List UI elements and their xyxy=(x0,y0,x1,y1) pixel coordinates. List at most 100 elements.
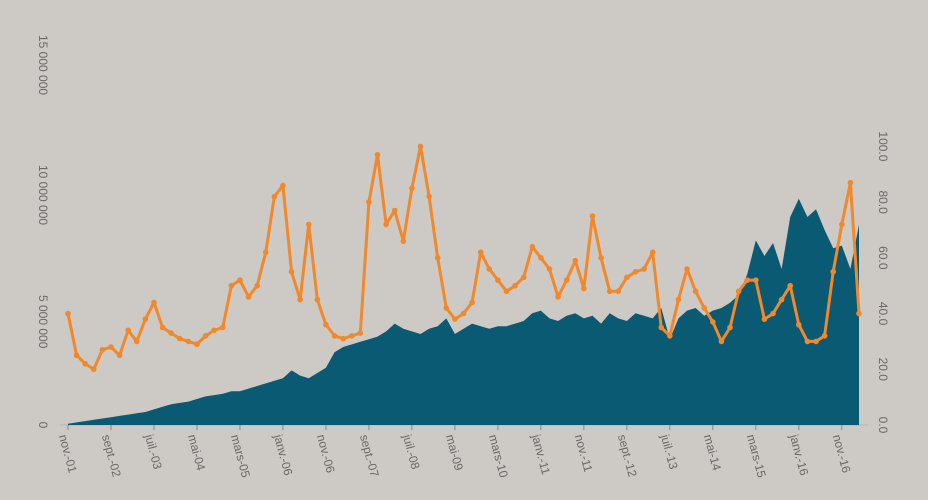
line-marker xyxy=(133,338,140,345)
line-marker xyxy=(73,352,80,359)
y2-tick-label: 40.0 xyxy=(876,302,890,326)
line-marker xyxy=(598,255,604,261)
line-marker xyxy=(512,282,518,289)
line-marker xyxy=(82,360,88,367)
line-marker xyxy=(194,341,200,348)
line-marker xyxy=(495,277,501,283)
line-marker xyxy=(503,288,510,295)
line-marker xyxy=(486,266,493,272)
line-marker xyxy=(99,346,106,353)
y2-tick-label: 20.0 xyxy=(876,358,890,382)
line-marker xyxy=(581,285,587,292)
area xyxy=(68,198,859,425)
line-marker xyxy=(211,327,217,334)
y-tick-label: 5 000 000 xyxy=(36,295,50,349)
line-marker xyxy=(701,305,708,311)
y2-tick-label: 100.0 xyxy=(876,131,890,161)
line-marker xyxy=(426,193,432,200)
y2-tick-label: 80.0 xyxy=(876,190,890,214)
line-marker xyxy=(297,296,303,303)
line-marker xyxy=(546,266,553,272)
line-marker xyxy=(804,338,811,345)
line-marker xyxy=(615,288,622,295)
line-marker xyxy=(331,333,338,339)
line-marker xyxy=(770,310,776,317)
line-marker xyxy=(391,207,398,214)
line-marker xyxy=(142,316,149,322)
line-marker xyxy=(778,296,785,303)
line-marker xyxy=(520,274,527,281)
line-marker xyxy=(314,296,321,303)
line-marker xyxy=(434,255,441,261)
y2-tick-label: 60.0 xyxy=(876,246,890,270)
line-marker xyxy=(305,221,312,228)
line-marker xyxy=(675,296,682,303)
line-marker xyxy=(460,310,467,317)
line-marker xyxy=(151,299,157,306)
line-marker xyxy=(219,324,226,331)
line-marker xyxy=(65,310,71,317)
line-marker xyxy=(606,288,613,295)
line-marker xyxy=(185,338,192,345)
line-marker xyxy=(821,333,828,339)
line-marker xyxy=(538,255,544,261)
line-marker xyxy=(787,282,794,289)
line-marker xyxy=(417,143,424,150)
line-marker xyxy=(753,277,759,283)
y2-tick-label: 0.0 xyxy=(876,417,890,434)
line-marker xyxy=(649,249,656,256)
line-marker xyxy=(202,333,209,339)
line-marker xyxy=(735,288,742,295)
line-marker xyxy=(452,316,458,322)
line-marker xyxy=(847,179,854,186)
line-marker xyxy=(563,277,570,283)
line-marker xyxy=(744,277,751,283)
y-tick-label: 15 000 000 xyxy=(36,35,50,95)
line-marker xyxy=(529,243,536,250)
line-marker xyxy=(90,366,97,373)
line-marker xyxy=(271,193,278,200)
line-marker xyxy=(357,330,364,336)
line-marker xyxy=(237,277,243,283)
line-marker xyxy=(409,185,415,192)
line-marker xyxy=(116,352,123,359)
line-marker xyxy=(572,257,579,264)
line-marker xyxy=(839,221,845,228)
y-tick-label: 0 xyxy=(36,422,50,429)
line-marker xyxy=(813,338,819,345)
line-marker xyxy=(159,324,166,331)
line-marker xyxy=(168,330,174,336)
line-marker xyxy=(727,324,733,331)
line-marker xyxy=(761,316,768,322)
line-marker xyxy=(400,238,407,244)
line-marker xyxy=(710,319,716,325)
line-marker xyxy=(632,268,639,275)
y-tick-label: 10 000 000 xyxy=(36,165,50,225)
line-marker xyxy=(718,338,725,345)
line-marker xyxy=(366,199,372,205)
line-marker xyxy=(383,221,389,228)
line-marker xyxy=(684,266,690,272)
line-marker xyxy=(477,249,484,256)
line-marker xyxy=(374,151,381,158)
line-marker xyxy=(254,282,260,289)
line-marker xyxy=(830,268,837,275)
line-marker xyxy=(469,299,475,306)
line-marker xyxy=(280,182,286,189)
line-marker xyxy=(641,266,647,272)
line-marker xyxy=(340,335,346,342)
line-marker xyxy=(348,333,355,339)
line-marker xyxy=(692,288,699,295)
line-marker xyxy=(108,344,114,350)
line-marker xyxy=(228,282,235,289)
line-marker xyxy=(667,333,673,339)
line-marker xyxy=(443,305,450,311)
line-marker xyxy=(245,294,252,300)
line-marker xyxy=(176,335,183,342)
line-marker xyxy=(323,321,329,328)
line-marker xyxy=(589,213,596,219)
line-marker xyxy=(262,249,269,256)
line-marker xyxy=(796,321,802,328)
line-marker xyxy=(555,294,561,300)
